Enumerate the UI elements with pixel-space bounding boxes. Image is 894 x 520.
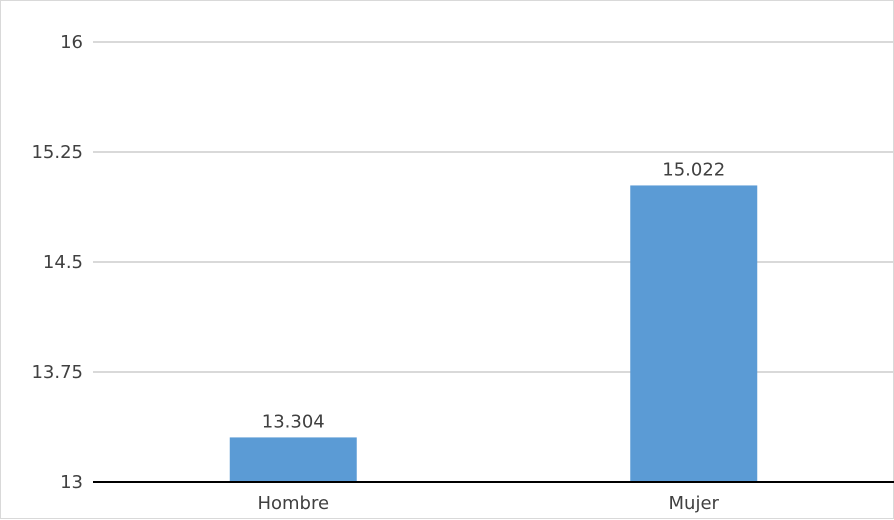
labels: 13 13.75 14.5 15.25 16 13.304 Hombre 15.022 Muje… — [31, 32, 725, 514]
bar-mujer — [630, 185, 758, 482]
y-tick-label: 14.5 — [43, 252, 83, 273]
bars — [229, 185, 758, 482]
y-tick-label: 13.75 — [31, 362, 83, 383]
y-tick-label: 15.25 — [31, 142, 83, 163]
data-label: 13.304 — [262, 411, 325, 432]
gridlines — [93, 41, 894, 373]
y-tick-label: 16 — [60, 32, 83, 53]
x-category-label: Mujer — [669, 493, 720, 514]
x-category-label: Hombre — [257, 493, 329, 514]
bar-hombre — [229, 437, 357, 482]
y-tick-label: 13 — [60, 472, 83, 493]
data-label: 15.022 — [662, 159, 725, 180]
